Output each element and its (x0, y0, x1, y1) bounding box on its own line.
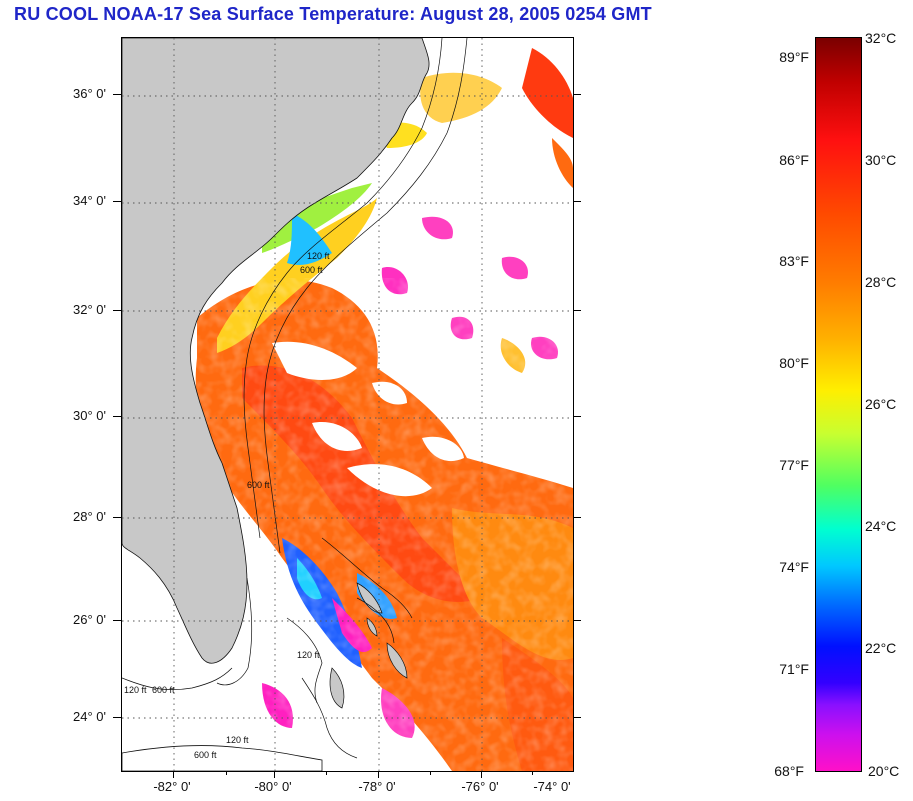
lon-label: -74° 0' (533, 779, 571, 794)
lat-tick (113, 416, 121, 417)
lon-tick (226, 771, 227, 775)
lat-label: 30° 0' (73, 408, 106, 423)
lat-tick (573, 416, 581, 417)
lon-tick (274, 771, 275, 778)
colorbar-f-label: 80°F (779, 355, 809, 371)
colorbar-c-label: 24°C (865, 518, 897, 534)
lat-tick (113, 201, 121, 202)
lat-label: 32° 0' (73, 302, 106, 317)
colorbar-c-label: 28°C (865, 274, 897, 290)
contour-label: 120 ft (297, 650, 320, 660)
sst-map[interactable]: 600 ft 120 ft 600 ft 120 ft 600 ft 120 f… (121, 37, 574, 772)
colorbar-f-label: 89°F (779, 49, 809, 65)
colorbar-c-label: 20°C (868, 763, 900, 779)
lat-tick (573, 94, 581, 95)
lat-tick (113, 517, 121, 518)
lat-tick (113, 94, 121, 95)
bahamas-islands (329, 582, 408, 709)
lon-tick (481, 771, 482, 778)
bathymetry-contours (216, 38, 468, 759)
lon-tick (532, 771, 533, 775)
land-mass (122, 38, 430, 664)
lon-label: -78° 0' (358, 779, 396, 794)
colorbar-c-label: 30°C (865, 152, 897, 168)
contour-labels: 600 ft 120 ft 600 ft 120 ft 600 ft 120 f… (124, 251, 330, 760)
lat-tick (573, 310, 581, 311)
lon-tick (378, 771, 379, 778)
lat-tick (113, 310, 121, 311)
lon-label: -80° 0' (254, 779, 292, 794)
lat-label: 24° 0' (73, 709, 106, 724)
cuba-coast (122, 745, 323, 771)
lat-label: 28° 0' (73, 509, 106, 524)
colorbar-f-label: 77°F (779, 457, 809, 473)
lon-tick (430, 771, 431, 775)
colorbar-c-label: 22°C (865, 640, 897, 656)
lon-tick (173, 771, 174, 778)
contour-label: 120 ft (307, 251, 330, 261)
contour-label: 120 ft (124, 685, 147, 695)
contour-label: 600 ft (152, 685, 175, 695)
lon-label: -82° 0' (153, 779, 191, 794)
contour-label: 600 ft (194, 750, 217, 760)
colorbar-c-label: 26°C (865, 396, 897, 412)
florida-keys (122, 667, 233, 691)
lat-tick (573, 517, 581, 518)
lat-tick (113, 620, 121, 621)
lat-tick (113, 717, 121, 718)
colorbar-f-label: 83°F (779, 253, 809, 269)
lat-tick (573, 620, 581, 621)
lat-label: 34° 0' (73, 193, 106, 208)
graticule (122, 38, 573, 771)
lon-tick (326, 771, 327, 775)
colorbar-f-label: 74°F (779, 559, 809, 575)
lon-label: -76° 0' (461, 779, 499, 794)
contour-label: 120 ft (226, 735, 249, 745)
colorbar-f-label: 68°F (774, 763, 804, 779)
colorbar-c-label: 32°C (865, 30, 897, 46)
temperature-colorbar (815, 37, 862, 772)
lat-tick (573, 201, 581, 202)
map-title: RU COOL NOAA-17 Sea Surface Temperature:… (14, 4, 652, 24)
contour-label: 600 ft (247, 480, 270, 490)
colorbar-f-label: 86°F (779, 152, 809, 168)
lat-label: 36° 0' (73, 86, 106, 101)
lat-label: 26° 0' (73, 612, 106, 627)
colorbar-f-label: 71°F (779, 661, 809, 677)
sst-map-canvas: 600 ft 120 ft 600 ft 120 ft 600 ft 120 f… (122, 38, 573, 771)
lat-tick (573, 717, 581, 718)
contour-label: 600 ft (300, 265, 323, 275)
